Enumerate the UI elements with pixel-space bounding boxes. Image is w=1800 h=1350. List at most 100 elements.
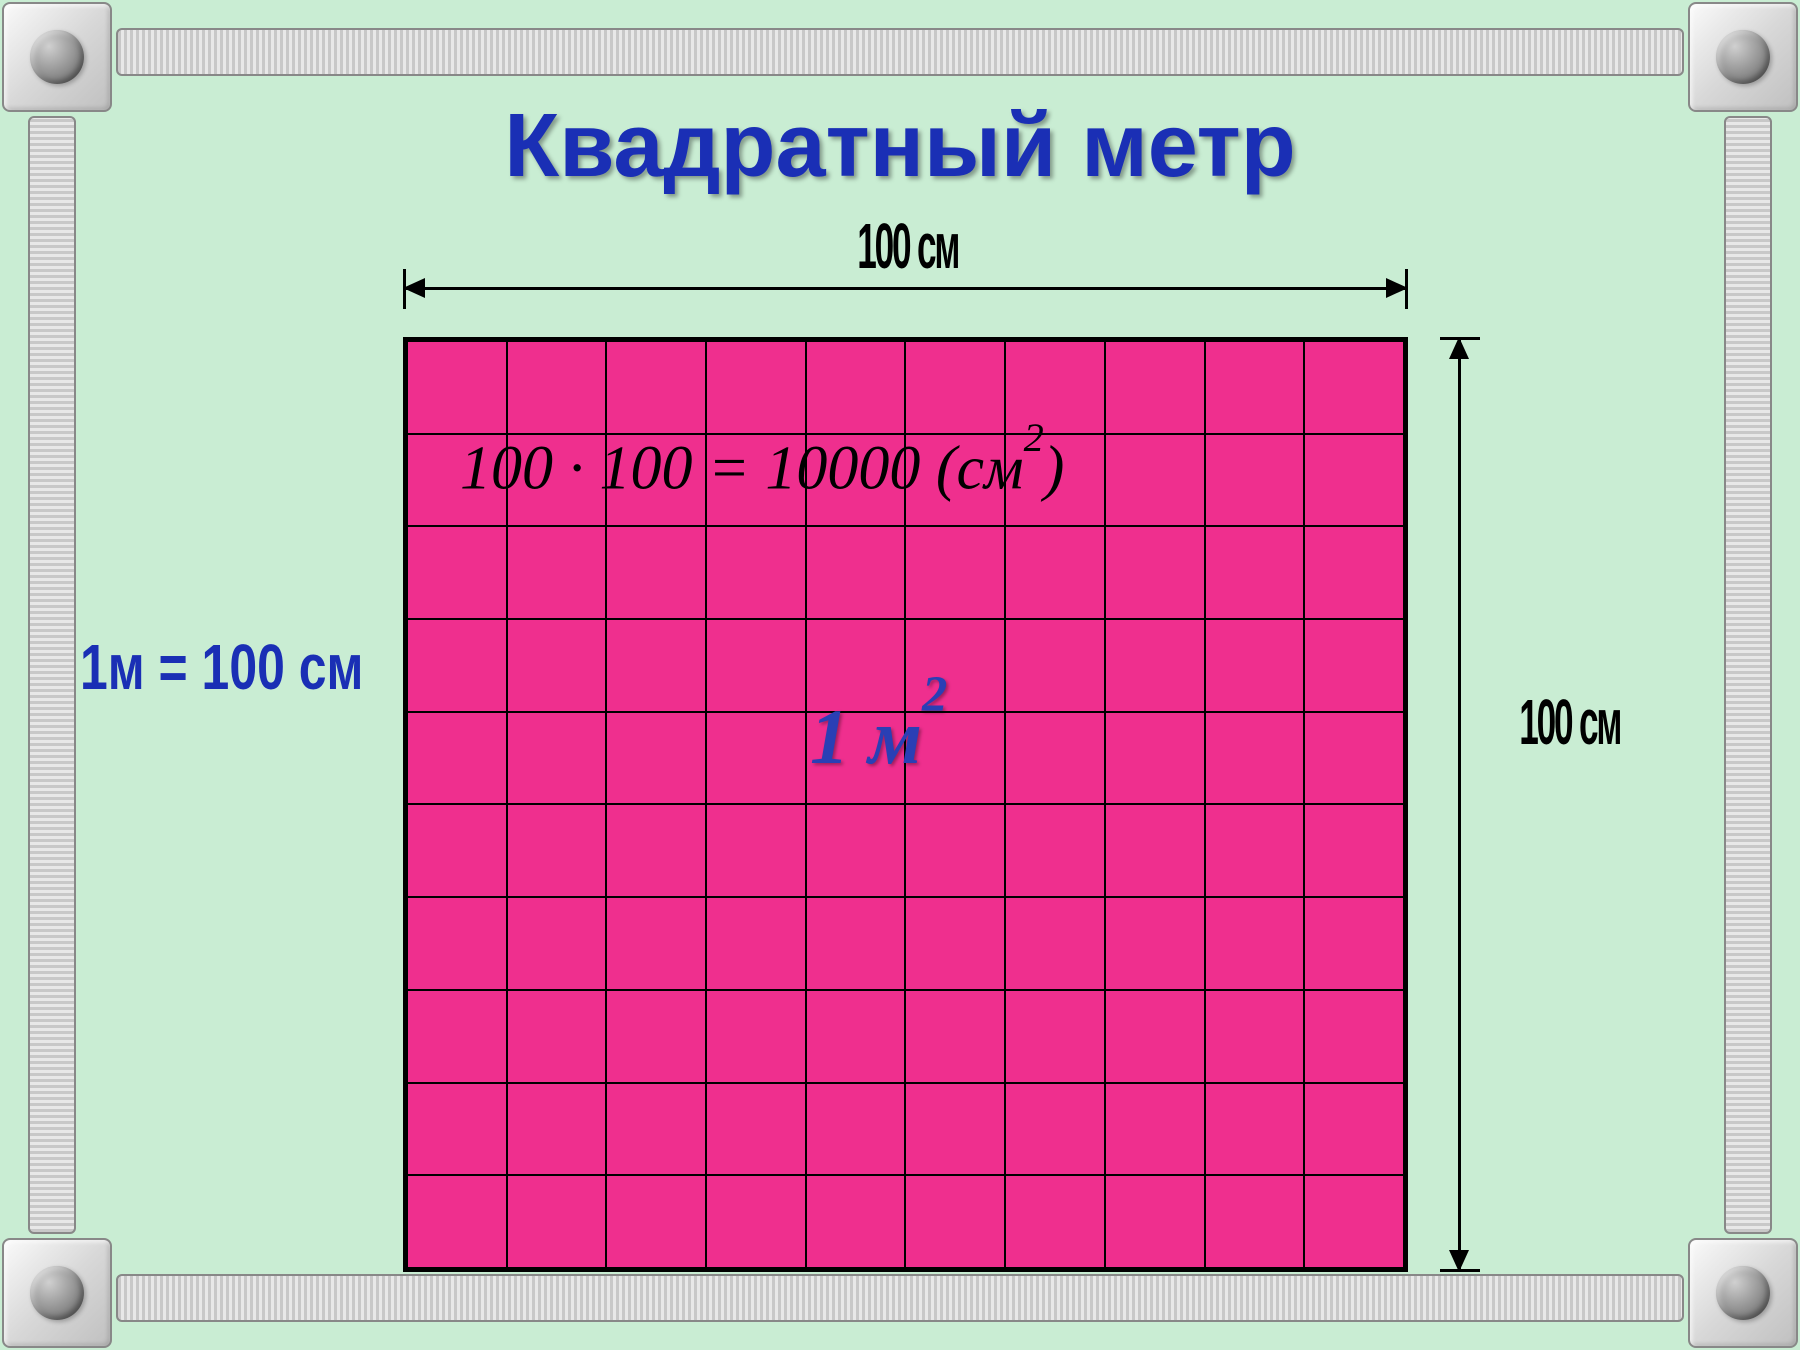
grid-cell (706, 712, 806, 805)
grid-cell (1105, 1083, 1205, 1176)
dimension-label-top: 100 см (857, 209, 958, 283)
grid-cell (1304, 1083, 1404, 1176)
grid-cell (1005, 1175, 1105, 1268)
grid-cell (407, 341, 507, 434)
grid-cell (1304, 1175, 1404, 1268)
grid-cell (606, 897, 706, 990)
grid-cell (706, 619, 806, 712)
grid-cell (806, 1175, 906, 1268)
grid-cell (706, 990, 806, 1083)
grid-cell (1005, 712, 1105, 805)
grid-cell (706, 526, 806, 619)
grid-cell (606, 804, 706, 897)
grid-cell (1105, 804, 1205, 897)
grid-cell (806, 804, 906, 897)
rivet-icon (1716, 1266, 1770, 1320)
slide-canvas: Квадратный метр 1м = 100 см 100 см 100 с… (0, 0, 1800, 1350)
grid-cell (806, 990, 906, 1083)
grid-cell (606, 526, 706, 619)
grid-cell (507, 526, 607, 619)
grid-cell (407, 897, 507, 990)
grid-cell (407, 1175, 507, 1268)
grid-cell (1005, 1083, 1105, 1176)
grid-cell (905, 804, 1005, 897)
dimension-line-right (1458, 337, 1461, 1272)
grid-cell (905, 341, 1005, 434)
grid-cell (507, 1175, 607, 1268)
grid-cell (706, 1175, 806, 1268)
grid-cell (706, 1083, 806, 1176)
grid-cell (706, 804, 806, 897)
grid-cell (407, 804, 507, 897)
grid-cell (1304, 434, 1404, 527)
arrowhead-up-icon (1449, 337, 1469, 359)
grid-cell (606, 619, 706, 712)
frame-bar-left (28, 116, 76, 1234)
grid-cell (507, 804, 607, 897)
grid-cell (1205, 1083, 1305, 1176)
frame-corner-bl (2, 1238, 112, 1348)
grid-cell (1205, 619, 1305, 712)
grid-cell (507, 990, 607, 1083)
grid-cell (1304, 804, 1404, 897)
grid-cell (507, 341, 607, 434)
grid-cell (706, 897, 806, 990)
grid-cell (1105, 712, 1205, 805)
dimension-label-right: 100 см (1519, 685, 1620, 759)
grid-cell (905, 1175, 1005, 1268)
left-equation: 1м = 100 см (80, 630, 363, 704)
grid-cell (1304, 526, 1404, 619)
rivet-icon (30, 1266, 84, 1320)
grid-cell (1005, 526, 1105, 619)
grid-cell (1105, 619, 1205, 712)
arrowhead-right-icon (1386, 278, 1408, 298)
grid-cell (806, 1083, 906, 1176)
frame-bar-top (116, 28, 1684, 76)
grid-cell (507, 619, 607, 712)
dimension-line-top (403, 287, 1408, 290)
area-formula: 100 · 100 = 10000 (см2) (460, 430, 1064, 505)
grid-cell (1005, 341, 1105, 434)
grid-cell (507, 712, 607, 805)
grid-cell (1005, 897, 1105, 990)
grid-cell (606, 990, 706, 1083)
grid-cell (1205, 990, 1305, 1083)
grid-cell (1205, 1175, 1305, 1268)
grid-cell (806, 526, 906, 619)
grid-cell (905, 990, 1005, 1083)
grid-cell (1304, 712, 1404, 805)
grid-cell (905, 897, 1005, 990)
slide-title: Квадратный метр (0, 95, 1800, 198)
grid-cell (1105, 897, 1205, 990)
grid-cell (407, 619, 507, 712)
grid-cell (407, 712, 507, 805)
grid-cell (1304, 897, 1404, 990)
frame-bar-right (1724, 116, 1772, 1234)
arrowhead-down-icon (1449, 1250, 1469, 1272)
grid-cell (606, 341, 706, 434)
grid-cell (1304, 619, 1404, 712)
grid-cell (407, 1083, 507, 1176)
grid-cell (1205, 526, 1305, 619)
grid-cell (905, 526, 1005, 619)
frame-corner-br (1688, 1238, 1798, 1348)
grid-cell (1205, 897, 1305, 990)
grid-cell (407, 526, 507, 619)
grid-cell (1105, 526, 1205, 619)
rivet-icon (30, 30, 84, 84)
grid-cell (1005, 990, 1105, 1083)
grid-cell (606, 1083, 706, 1176)
grid-cell (1304, 990, 1404, 1083)
grid-cell (1005, 619, 1105, 712)
grid-cell (1205, 804, 1305, 897)
grid-cell (507, 897, 607, 990)
grid-cell (806, 897, 906, 990)
rivet-icon (1716, 30, 1770, 84)
frame-bar-bottom (116, 1274, 1684, 1322)
grid-cell (1105, 434, 1205, 527)
grid-cell (606, 712, 706, 805)
grid-cell (1205, 434, 1305, 527)
grid-cell (606, 1175, 706, 1268)
grid-cell (806, 341, 906, 434)
grid-cell (1005, 804, 1105, 897)
